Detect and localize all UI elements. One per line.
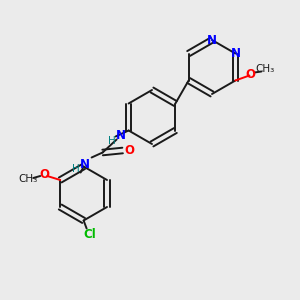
Text: O: O	[39, 169, 49, 182]
Text: O: O	[245, 68, 255, 81]
Text: CH₃: CH₃	[19, 174, 38, 184]
Text: N: N	[230, 47, 240, 60]
Text: N: N	[80, 158, 90, 171]
Text: CH₃: CH₃	[256, 64, 275, 74]
Text: N: N	[207, 34, 217, 46]
Text: H: H	[108, 136, 116, 146]
Text: Cl: Cl	[83, 228, 96, 241]
Text: O: O	[124, 144, 135, 157]
Text: N: N	[116, 129, 126, 142]
Text: H: H	[72, 164, 80, 175]
